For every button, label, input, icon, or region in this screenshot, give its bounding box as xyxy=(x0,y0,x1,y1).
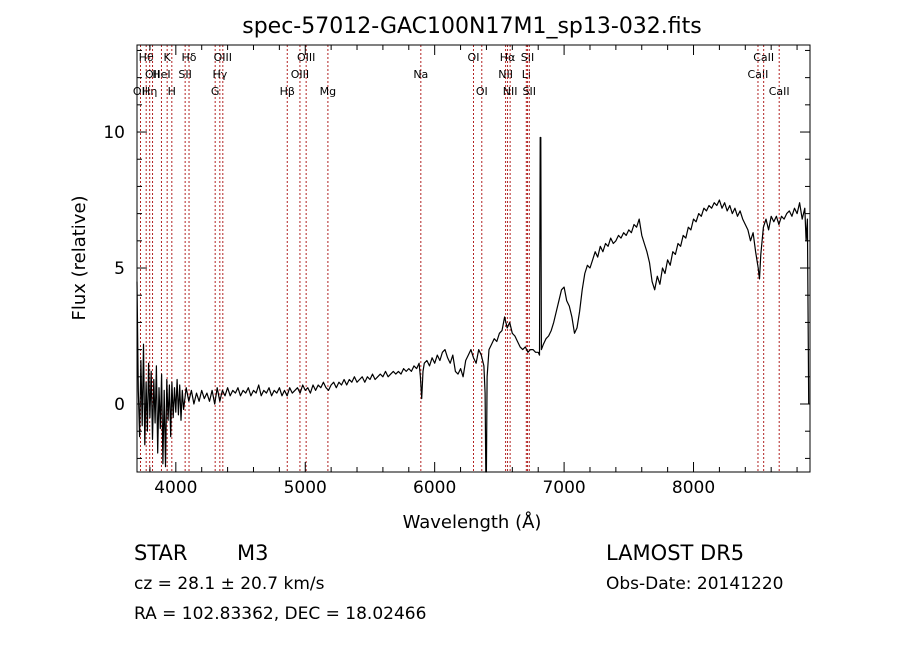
line-label-14: OIII xyxy=(297,51,315,64)
line-label-12: Hβ xyxy=(280,85,295,98)
redshift-velocity: cz = 28.1 ± 20.7 km/s xyxy=(134,574,325,594)
y-tick-label-1: 5 xyxy=(114,259,125,279)
line-label-27: CaII xyxy=(769,85,790,98)
x-tick-label-0: 4000 xyxy=(154,478,197,498)
x-tick-label-3: 7000 xyxy=(542,478,585,498)
line-label-13: OIII xyxy=(291,68,309,81)
x-axis-label: Wavelength (Å) xyxy=(403,511,542,533)
line-label-1: Hθ xyxy=(139,51,154,64)
axis-ticks: 4000 5000 6000 7000 8000 0 5 10 xyxy=(103,45,810,498)
line-label-5: K xyxy=(164,51,172,64)
line-label-23: SII xyxy=(521,51,534,64)
line-label-7: SII xyxy=(178,68,191,81)
y-tick-label-2: 10 xyxy=(103,123,125,143)
object-class: STAR xyxy=(134,541,188,565)
line-label-26: CaII xyxy=(753,51,774,64)
line-label-9: G xyxy=(211,85,220,98)
line-label-2: Hη xyxy=(142,85,157,98)
line-label-16: Na xyxy=(413,68,428,81)
line-label-17: OI xyxy=(468,51,480,64)
line-label-8: Hδ xyxy=(182,51,197,64)
line-label-18: OI xyxy=(476,85,488,98)
line-label-25: CaII xyxy=(748,68,769,81)
line-label-24: SII xyxy=(523,85,536,98)
x-tick-label-4: 8000 xyxy=(672,478,715,498)
line-label-6: H xyxy=(168,85,176,98)
line-label-4: HeI xyxy=(152,68,170,81)
x-tick-label-1: 5000 xyxy=(284,478,327,498)
line-label-15: Mg xyxy=(320,85,336,98)
observation-date: Obs-Date: 20141220 xyxy=(606,574,784,594)
coordinates: RA = 102.83362, DEC = 18.02466 xyxy=(134,604,427,624)
x-tick-label-2: 6000 xyxy=(413,478,456,498)
spectrum-series xyxy=(136,136,810,473)
line-label-22: Li xyxy=(522,68,531,81)
line-label-21: NII xyxy=(503,85,518,98)
survey-name: LAMOST DR5 xyxy=(606,541,745,565)
line-label-10: Hγ xyxy=(212,68,227,81)
object-subclass: M3 xyxy=(237,541,269,565)
spectrum-line-0 xyxy=(136,136,810,473)
line-label-20: Hα xyxy=(500,51,516,64)
line-label-11: OIII xyxy=(214,51,232,64)
spectral-line-markers: OIIHθHηOIIHeIKHSIIHδGHγOIIIHβOIIIOIIIMgN… xyxy=(133,45,790,472)
plot-frame xyxy=(136,44,811,473)
y-axis-label: Flux (relative) xyxy=(69,195,90,320)
line-label-19: NII xyxy=(498,68,513,81)
y-tick-label-0: 0 xyxy=(114,395,125,415)
chart-title: spec-57012-GAC100N17M1_sp13-032.fits xyxy=(242,14,702,39)
line-label-3: OII xyxy=(145,68,160,81)
